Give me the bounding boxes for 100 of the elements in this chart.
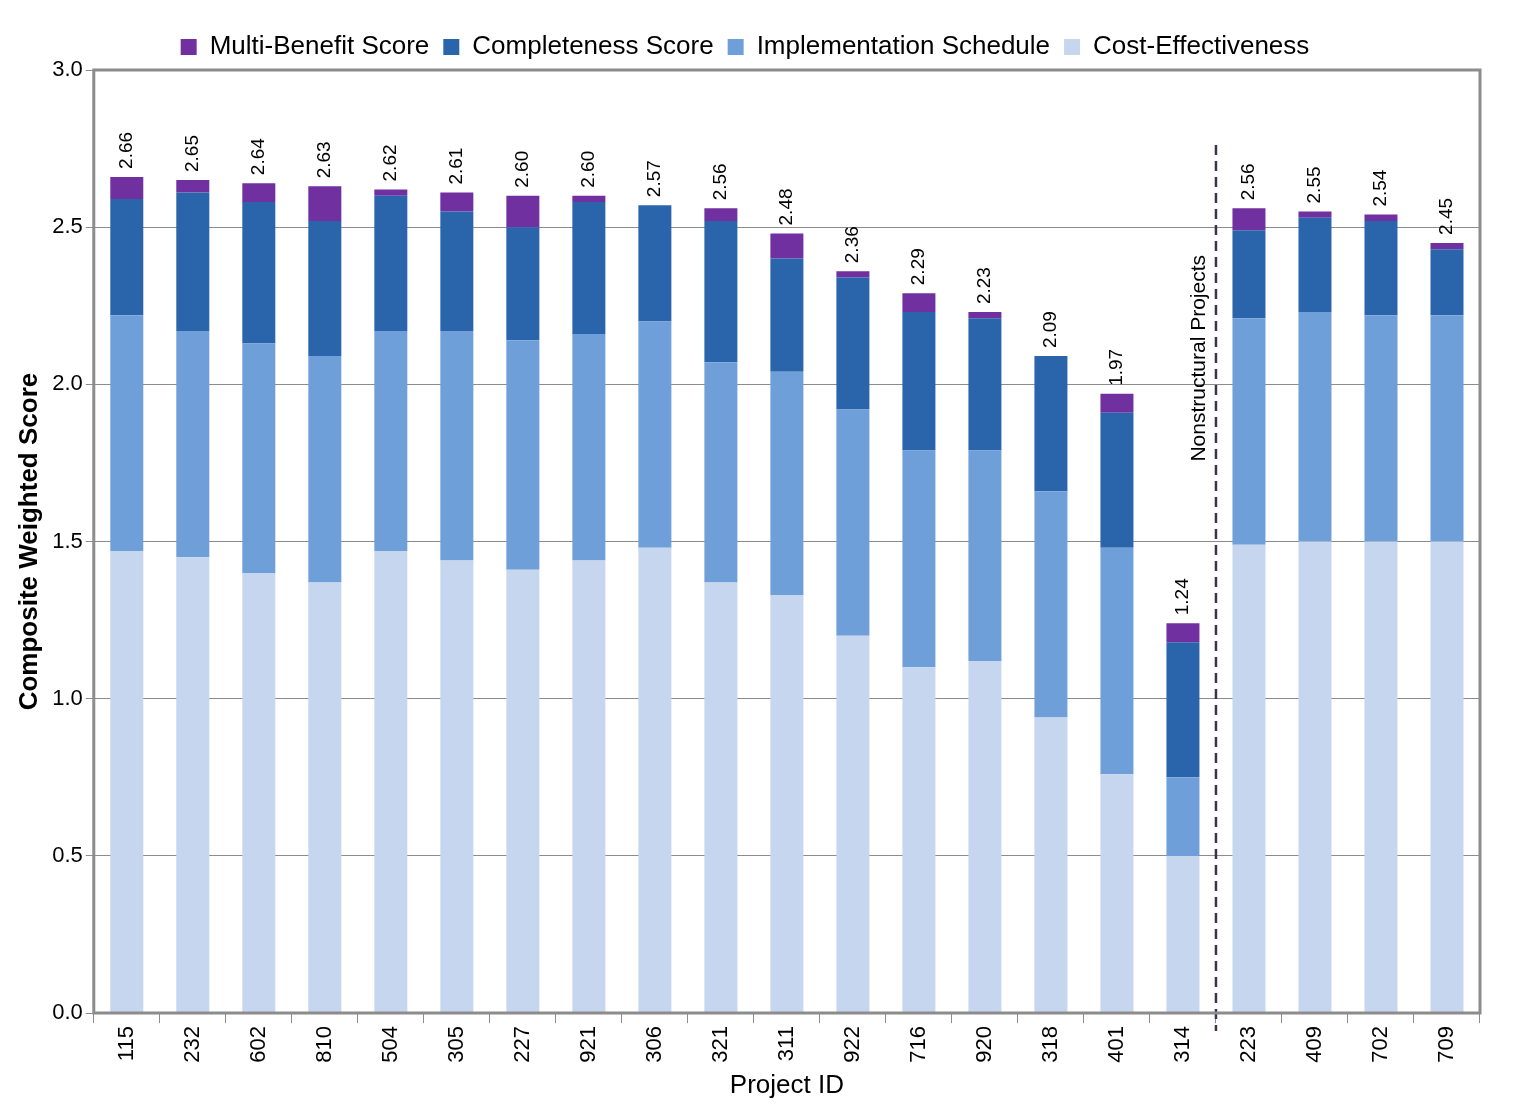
x-tick-label: 115	[112, 1026, 138, 1062]
y-tick-label: 2.0	[52, 370, 83, 396]
bar	[1364, 541, 1398, 1013]
total-label: 2.60	[577, 150, 599, 188]
bar	[440, 211, 474, 331]
bar	[1232, 208, 1266, 231]
bar	[968, 450, 1002, 662]
bar	[572, 202, 606, 335]
total-label: 2.60	[511, 150, 533, 188]
bar	[836, 277, 870, 410]
bar	[1100, 774, 1134, 1013]
total-label: 2.56	[1237, 163, 1259, 201]
bar	[1298, 541, 1332, 1013]
bar	[308, 582, 342, 1013]
bar	[308, 220, 342, 357]
bar	[902, 667, 936, 1013]
bar	[374, 330, 408, 551]
bar	[836, 409, 870, 636]
x-tick-label: 232	[178, 1026, 204, 1063]
bar	[176, 192, 210, 331]
x-tick-label: 227	[508, 1026, 534, 1063]
x-tick-label: 401	[1103, 1026, 1129, 1063]
total-label: 2.48	[775, 188, 797, 226]
bar	[836, 271, 870, 278]
bar	[506, 195, 540, 228]
total-label: 2.23	[973, 267, 995, 305]
x-tick-label: 709	[1433, 1026, 1459, 1063]
bar	[242, 343, 276, 573]
bar	[770, 594, 804, 1013]
bar	[1232, 318, 1266, 545]
x-axis-title: Project ID	[729, 1068, 844, 1099]
total-label: 2.66	[115, 131, 137, 169]
ref-line-label: Nonstructural Projects	[1186, 255, 1210, 462]
y-tick-label: 0.5	[52, 841, 83, 867]
bar	[968, 318, 1002, 451]
bar	[968, 661, 1002, 1013]
bar	[176, 557, 210, 1013]
bar	[1034, 717, 1068, 1013]
bar	[1034, 356, 1068, 492]
total-label: 2.36	[841, 226, 863, 264]
bar	[704, 208, 738, 221]
bar	[1100, 412, 1134, 548]
x-tick-label: 702	[1367, 1026, 1393, 1063]
bar	[770, 233, 804, 259]
bar	[638, 205, 672, 322]
bar	[1364, 315, 1398, 542]
bar	[242, 202, 276, 344]
bar	[506, 227, 540, 341]
bar	[1298, 312, 1332, 542]
bar	[704, 582, 738, 1013]
y-tick-label: 3.0	[52, 56, 83, 82]
total-label: 2.63	[313, 141, 335, 179]
bar	[1166, 623, 1200, 643]
bar	[638, 321, 672, 548]
total-label: 2.61	[445, 147, 467, 185]
bar	[770, 371, 804, 595]
bar	[1166, 642, 1200, 778]
total-label: 2.55	[1303, 166, 1325, 204]
bar	[1430, 315, 1464, 542]
x-tick-label: 318	[1037, 1026, 1062, 1063]
bar	[1430, 249, 1464, 316]
x-tick-label: 921	[574, 1026, 600, 1063]
x-tick-label: 504	[376, 1026, 402, 1063]
bar	[308, 186, 342, 221]
total-label: 2.57	[643, 160, 665, 198]
bar	[1430, 541, 1464, 1013]
bar	[176, 330, 210, 558]
x-tick-label: 920	[970, 1026, 996, 1063]
bar	[1364, 214, 1398, 221]
legend-label: Multi-Benefit Score	[209, 30, 430, 61]
bar	[242, 183, 276, 203]
x-tick-label: 716	[904, 1026, 930, 1063]
total-label: 2.09	[1039, 311, 1061, 349]
bar	[1364, 220, 1398, 316]
bar	[110, 315, 144, 551]
x-tick-label: 602	[244, 1026, 270, 1063]
bar	[902, 312, 936, 451]
legend-label: Implementation Schedule	[756, 30, 1051, 61]
bar	[572, 195, 606, 203]
total-label: 2.56	[709, 163, 731, 201]
x-tick-label: 306	[640, 1026, 666, 1063]
bar	[308, 356, 342, 583]
bar	[374, 550, 408, 1013]
total-label: 2.29	[907, 248, 929, 286]
bar	[902, 450, 936, 668]
bar	[638, 547, 672, 1013]
bar	[968, 312, 1002, 319]
bar	[1298, 211, 1332, 218]
y-tick-label: 1.0	[52, 684, 83, 710]
y-tick-label: 1.5	[52, 527, 83, 553]
x-tick-label: 922	[838, 1026, 864, 1063]
total-label: 2.64	[247, 137, 269, 176]
bar	[1232, 230, 1266, 319]
x-tick-label: 314	[1169, 1026, 1195, 1063]
bar	[572, 560, 606, 1013]
bar	[242, 572, 276, 1013]
total-label: 1.97	[1105, 348, 1127, 386]
bar	[836, 635, 870, 1013]
bar	[110, 198, 144, 316]
legend-label: Completeness Score	[472, 30, 714, 61]
